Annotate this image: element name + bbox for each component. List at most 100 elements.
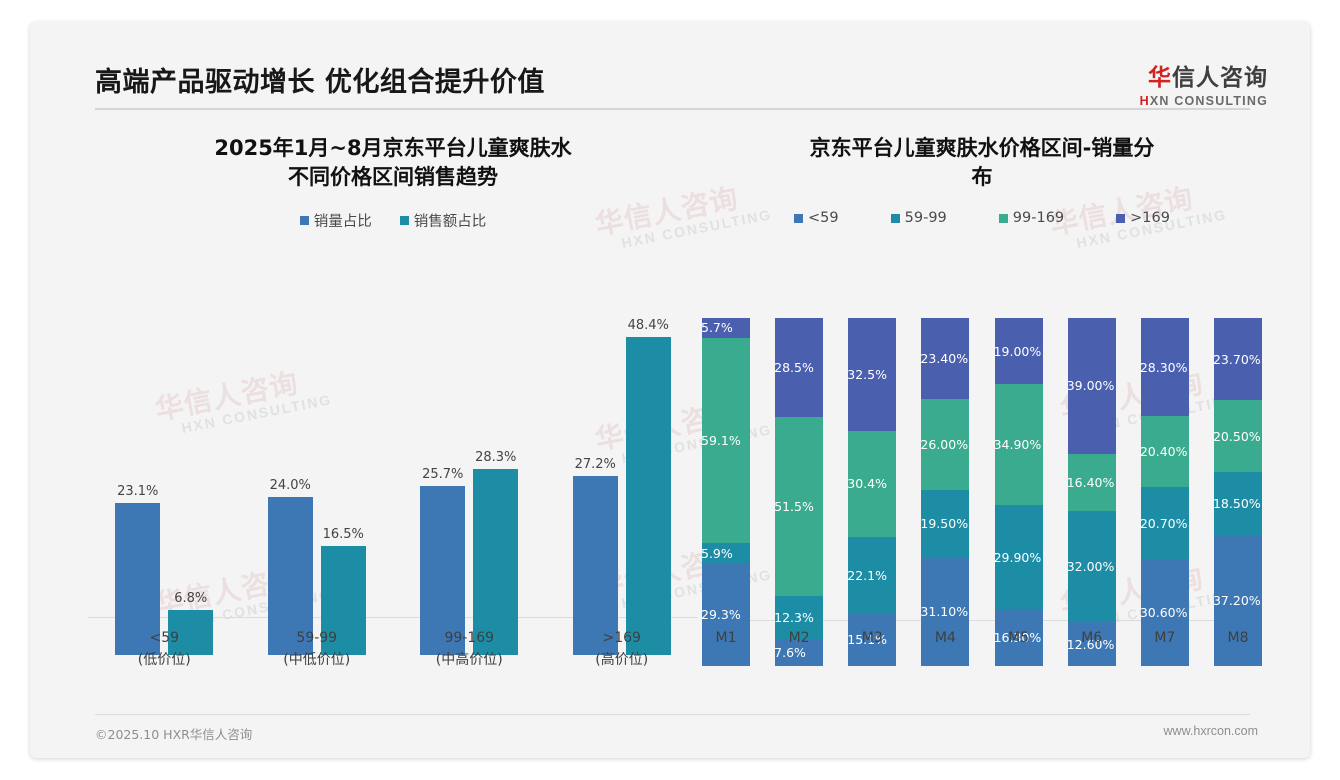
logo-cn-rest: 信人咨询 — [1172, 65, 1268, 91]
segment-value-label: 5.7% — [701, 320, 733, 336]
stack-segment-99-169[interactable]: 30.4% — [847, 430, 897, 537]
stack-segment-under-59[interactable]: 31.10% — [920, 557, 970, 666]
logo-hua-char: 华 — [1148, 65, 1172, 91]
bar-rect[interactable] — [625, 337, 671, 655]
legend-item-59-99[interactable]: 59-99 — [890, 210, 947, 226]
bar-item[interactable]: 25.7% — [420, 467, 466, 655]
x-axis-tick-label: >169 (高价位) — [562, 627, 682, 671]
stack-segment-59-99[interactable]: 22.1% — [847, 536, 897, 614]
segment-value-label: 28.5% — [774, 360, 814, 376]
segment-value-label: 12.60% — [1066, 636, 1115, 652]
bar-value-label: 16.5% — [322, 527, 364, 542]
legend-item-99-169[interactable]: 99-169 — [998, 210, 1064, 226]
stacked-bar-column[interactable]: 39.00% 16.40% 32.00% 12.60% — [1066, 318, 1116, 666]
stack-segment-59-99[interactable]: 5.9% — [701, 543, 750, 565]
legend-label: 销量占比 — [313, 214, 372, 230]
stack-segment-over-169[interactable]: 28.5% — [774, 318, 824, 418]
x-axis-tick-label: 99-169 (中高价位) — [409, 627, 529, 671]
stack-segment-under-59[interactable]: 29.3% — [701, 564, 750, 666]
segment-value-label: 34.90% — [993, 437, 1042, 453]
legend-item-under-59[interactable]: <59 — [794, 210, 839, 226]
legend-label: 销售额占比 — [413, 214, 487, 230]
x-axis-tick-label: M4 — [934, 630, 956, 646]
stack-segment-over-169[interactable]: 5.7% — [701, 318, 750, 338]
legend-swatch-icon — [794, 213, 804, 223]
stacked-bar-column[interactable]: 23.70% 20.50% 18.50% 37.20% — [1212, 318, 1262, 666]
segment-value-label: 30.4% — [847, 476, 887, 492]
stack-segment-59-99[interactable]: 18.50% — [1213, 471, 1262, 537]
stack-segment-over-169[interactable]: 19.00% — [994, 318, 1043, 385]
legend-label: 59-99 — [904, 210, 947, 226]
legend-item-sales-amount[interactable]: 销售额占比 — [399, 210, 487, 231]
segment-value-label: 20.40% — [1139, 444, 1188, 460]
stack-segment-59-99[interactable]: 29.90% — [994, 505, 1043, 610]
x-axis-line — [702, 620, 1262, 621]
right-chart-x-axis-labels: M1 M2 M3 M4 M5 M6 M7 M8 — [702, 630, 1262, 646]
segment-value-label: 23.70% — [1212, 351, 1261, 367]
x-axis-tick-label: M3 — [861, 630, 883, 646]
header-divider — [95, 108, 1250, 110]
footer-website[interactable]: www.hxrcon.com — [1163, 724, 1258, 738]
bar-group: 23.1% 6.8% — [104, 484, 224, 655]
stack-segment-99-169[interactable]: 20.50% — [1213, 400, 1262, 472]
stack-segment-99-169[interactable]: 20.40% — [1139, 416, 1189, 488]
stacked-bar-column[interactable]: 28.30% 20.40% 20.70% 30.60% — [1139, 318, 1189, 666]
bar-item[interactable]: 24.0% — [267, 478, 313, 655]
legend-item-sales-volume[interactable]: 销量占比 — [299, 210, 372, 231]
x-axis-line — [88, 617, 698, 618]
stacked-bar-column[interactable]: 5.7% 59.1% 5.9% 29.3% — [701, 318, 750, 666]
x-axis-tick-label: <59 (低价位) — [104, 627, 224, 671]
bar-rect[interactable] — [420, 486, 466, 655]
bar-item[interactable]: 48.4% — [625, 318, 671, 655]
stack-segment-99-169[interactable]: 16.40% — [1067, 453, 1116, 511]
stack-segment-over-169[interactable]: 32.5% — [847, 318, 897, 431]
bar-rect[interactable] — [267, 497, 313, 655]
bar-group: 27.2% 48.4% — [562, 318, 682, 655]
x-axis-tick-secondary: (低价位) — [137, 652, 191, 668]
stack-segment-under-59[interactable]: 37.20% — [1213, 536, 1262, 666]
stacked-bar-column[interactable]: 23.40% 26.00% 19.50% 31.10% — [920, 318, 970, 666]
stack-segment-under-59[interactable]: 30.60% — [1140, 559, 1189, 666]
left-chart-x-axis-labels: <59 (低价位) 59-99 (中低价位) 99-169 (中高价位) >16… — [88, 627, 698, 671]
stacked-bar-column[interactable]: 28.5% 51.5% 12.3% 7.6% — [774, 318, 824, 666]
stack-segment-over-169[interactable]: 28.30% — [1140, 318, 1189, 417]
left-chart-legend: 销量占比 销售额占比 — [88, 210, 698, 231]
legend-swatch-icon — [399, 216, 409, 225]
stack-segment-99-169[interactable]: 59.1% — [701, 337, 750, 544]
bar-value-label: 48.4% — [627, 318, 669, 333]
bar-rect[interactable] — [473, 469, 519, 655]
bar-rect[interactable] — [115, 503, 161, 655]
x-axis-tick-label: M2 — [788, 630, 810, 646]
right-chart-legend: <59 59-99 99-169 >169 — [702, 210, 1262, 226]
segment-value-label: 15.1% — [847, 632, 887, 648]
stack-segment-59-99[interactable]: 19.50% — [920, 489, 970, 558]
stack-segment-over-169[interactable]: 23.70% — [1212, 318, 1262, 401]
logo-en-initial: H — [1139, 94, 1150, 108]
stack-segment-59-99[interactable]: 12.3% — [774, 596, 824, 640]
stack-segment-over-169[interactable]: 23.40% — [920, 318, 970, 400]
right-chart-panel: 京东平台儿童爽肤水价格区间-销量分 布 <59 59-99 99-169 >16… — [701, 134, 1262, 694]
bar-item[interactable]: 6.8% — [168, 591, 214, 655]
bar-item[interactable]: 23.1% — [115, 484, 161, 655]
stack-segment-99-169[interactable]: 26.00% — [920, 399, 970, 490]
stack-segment-under-59[interactable]: 12.60% — [1066, 622, 1116, 666]
stack-segment-59-99[interactable]: 20.70% — [1140, 487, 1189, 560]
stack-segment-59-99[interactable]: 32.00% — [1067, 510, 1116, 623]
stack-segment-under-59[interactable]: 7.6% — [774, 639, 824, 666]
bar-value-label: 25.7% — [422, 467, 464, 482]
stack-segment-over-169[interactable]: 39.00% — [1067, 318, 1116, 454]
segment-value-label: 29.3% — [701, 607, 741, 623]
stack-segment-under-59[interactable]: 15.1% — [847, 613, 897, 666]
bar-item[interactable]: 16.5% — [320, 527, 366, 655]
stack-segment-99-169[interactable]: 51.5% — [774, 417, 824, 597]
bar-rect[interactable] — [320, 546, 366, 655]
stacked-bar-column[interactable]: 19.00% 34.90% 29.90% 16.30% — [993, 318, 1043, 666]
stack-segment-under-59[interactable]: 16.30% — [994, 609, 1043, 666]
bar-rect[interactable] — [168, 610, 214, 655]
stacked-bar-column[interactable]: 32.5% 30.4% 22.1% 15.1% — [847, 318, 897, 666]
bar-item[interactable]: 27.2% — [572, 457, 618, 655]
bar-item[interactable]: 28.3% — [473, 450, 519, 655]
legend-item-over-169[interactable]: >169 — [1116, 210, 1170, 226]
bar-rect[interactable] — [572, 476, 618, 655]
stack-segment-99-169[interactable]: 34.90% — [993, 384, 1043, 506]
